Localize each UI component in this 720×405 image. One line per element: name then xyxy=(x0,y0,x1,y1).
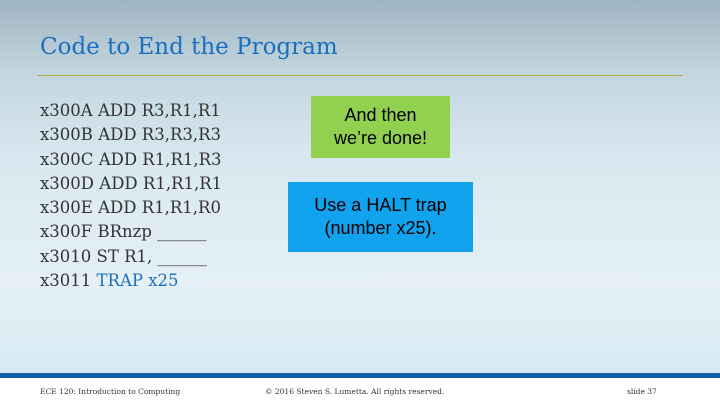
code-line: x300B ADD R3,R3,R3 xyxy=(40,123,222,147)
code-address: x300B xyxy=(40,125,93,145)
code-address: x300F xyxy=(40,222,93,242)
code-instruction: BRnzp ______ xyxy=(97,222,207,242)
code-line: x300C ADD R1,R1,R3 xyxy=(40,148,222,172)
slide-title: Code to End the Program xyxy=(40,34,338,60)
code-line: x300D ADD R1,R1,R1 xyxy=(40,172,222,196)
code-address: x300A xyxy=(40,101,93,120)
code-line: x3011 TRAP x25 xyxy=(40,269,222,293)
footer-copyright: © 2016 Steven S. Lumetta. All rights res… xyxy=(265,387,445,396)
code-instruction-highlighted: TRAP x25 xyxy=(96,271,179,291)
code-instruction: ADD R1,R1,R1 xyxy=(99,173,223,193)
code-address: x300D xyxy=(40,173,95,193)
title-divider xyxy=(37,75,683,76)
code-line: x3010 ST R1, ______ xyxy=(40,245,222,269)
callout-halt-line2: (number x25). xyxy=(324,218,437,238)
code-instruction: ADD R3,R1,R1 xyxy=(97,101,221,120)
code-instruction: ST R1, ______ xyxy=(96,246,208,266)
code-address: x3010 xyxy=(40,246,92,266)
footer-background xyxy=(0,378,720,405)
code-line: x300F BRnzp ______ xyxy=(40,220,222,244)
code-instruction: ADD R3,R3,R3 xyxy=(98,125,222,145)
callout-done-line2: we’re done! xyxy=(333,128,428,148)
callout-done-line1: And then xyxy=(344,105,417,125)
callout-done: And then we’re done! xyxy=(311,96,450,158)
callout-halt-trap: Use a HALT trap (number x25). xyxy=(288,182,473,252)
footer-slide-number: slide 37 xyxy=(627,387,657,396)
code-line: x300A ADD R3,R1,R1 xyxy=(40,99,222,123)
footer-course: ECE 120: Introduction to Computing xyxy=(40,387,181,396)
code-instruction: ADD R1,R1,R0 xyxy=(98,198,221,218)
code-instruction: ADD R1,R1,R3 xyxy=(98,149,222,169)
code-listing: x300A ADD R3,R1,R1 x300B ADD R3,R3,R3 x3… xyxy=(40,99,222,293)
callout-halt-line1: Use a HALT trap xyxy=(314,195,447,215)
footer-bar xyxy=(0,373,720,378)
code-address: x3011 xyxy=(40,271,92,291)
code-address: x300C xyxy=(40,149,94,169)
code-line: x300E ADD R1,R1,R0 xyxy=(40,196,222,220)
code-address: x300E xyxy=(40,198,93,218)
